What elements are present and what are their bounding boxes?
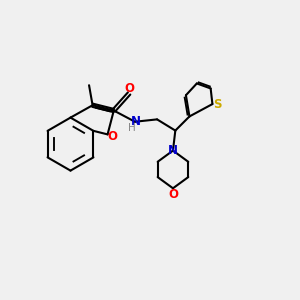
Text: S: S (214, 98, 222, 111)
Text: N: N (168, 144, 178, 157)
Text: N: N (131, 115, 141, 128)
Text: O: O (124, 82, 134, 95)
Text: O: O (107, 130, 117, 143)
Text: H: H (128, 123, 136, 133)
Text: O: O (168, 188, 178, 201)
